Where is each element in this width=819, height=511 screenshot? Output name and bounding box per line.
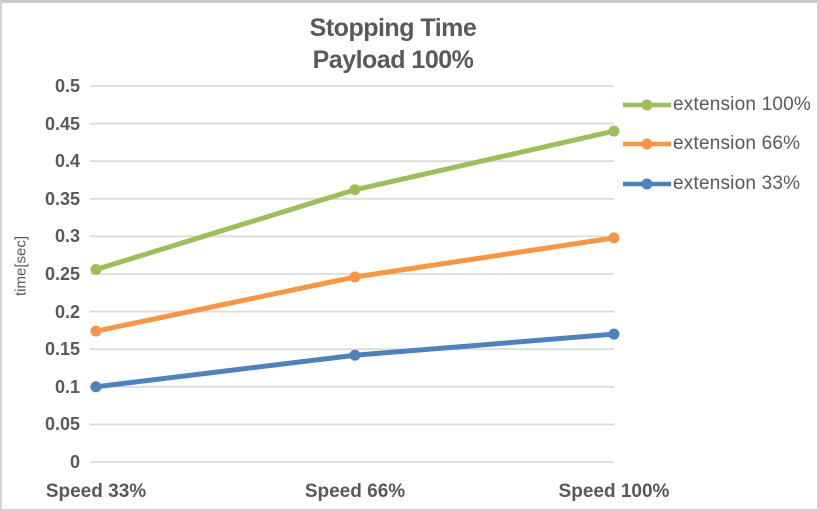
chart-title: Stopping Time Payload 100% (193, 12, 593, 76)
data-point-marker-extension-66-0[interactable] (90, 325, 102, 337)
series-line-extension-66[interactable] (93, 235, 617, 334)
chart-title-line1: Stopping Time (309, 14, 477, 42)
data-point-marker-extension-33-0[interactable] (90, 381, 102, 393)
y-axis-tick-label: 0.3 (54, 226, 80, 247)
data-point-marker-extension-100-0[interactable] (90, 263, 102, 275)
legend-line-marker-swatch (623, 178, 671, 190)
data-point-marker-extension-100-1[interactable] (349, 184, 361, 196)
data-point-marker-extension-100-2[interactable] (608, 125, 620, 137)
legend-item-extension-66[interactable]: extension 66% (623, 131, 800, 157)
y-axis-tick-label: 0.1 (54, 376, 80, 397)
plot-svg (90, 85, 620, 463)
y-axis-tick-label: 0.35 (44, 188, 80, 209)
x-axis-category-label: Speed 33% (45, 481, 147, 502)
data-point-marker-extension-33-2[interactable] (608, 328, 620, 340)
chart-title-line2: Payload 100% (312, 46, 474, 74)
legend-label: extension 100% (673, 93, 812, 115)
legend-label: extension 66% (673, 133, 801, 155)
x-axis-category-label: Speed 66% (304, 481, 406, 502)
y-axis-tick-label: 0.45 (44, 113, 80, 134)
data-point-marker-extension-66-2[interactable] (608, 232, 620, 244)
legend-line-marker-swatch (623, 138, 671, 150)
y-axis-tick-label: 0.4 (54, 151, 80, 172)
data-point-marker-extension-66-1[interactable] (349, 271, 361, 283)
legend-item-extension-33[interactable]: extension 33% (623, 171, 800, 197)
legend-item-extension-100[interactable]: extension 100% (623, 92, 811, 118)
x-axis-category-label: Speed 100% (558, 481, 670, 502)
y-axis-tick-label: 0.2 (54, 301, 80, 322)
data-point-marker-extension-33-1[interactable] (349, 349, 361, 361)
y-axis-title: time[sec] (12, 235, 30, 297)
y-axis-tick-label: 0.15 (44, 339, 80, 360)
y-axis-tick-label: 0.25 (44, 264, 80, 284)
y-axis-tick-label: 0 (69, 452, 80, 472)
y-axis-tick-label: 0.5 (54, 76, 80, 96)
legend-label: extension 33% (673, 172, 801, 194)
y-axis-tick-label: 0.05 (44, 414, 80, 435)
legend-line-marker-swatch (623, 99, 671, 110)
